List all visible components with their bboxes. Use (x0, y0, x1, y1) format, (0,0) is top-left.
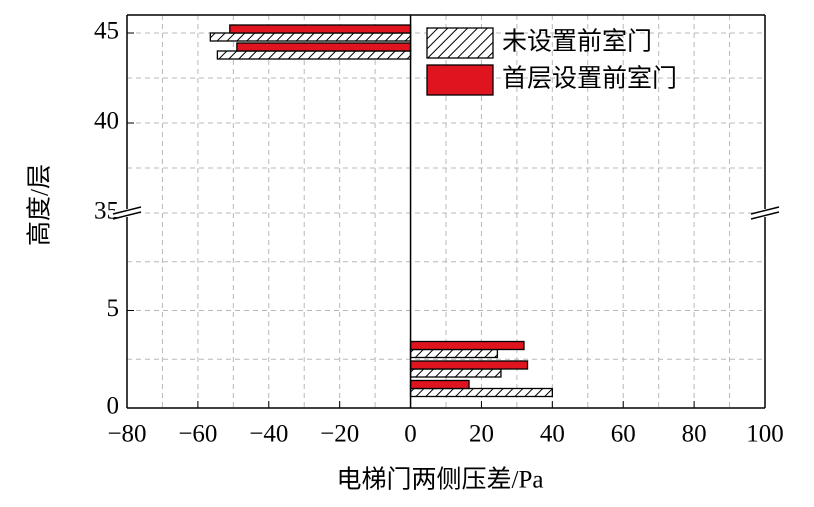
x-tick-label: 40 (540, 421, 565, 448)
legend-label: 首层设置前室门 (502, 65, 677, 93)
y-axis-label: 高度/层 (26, 164, 54, 246)
bar (409, 387, 553, 398)
bar (229, 24, 412, 34)
legend-swatch (426, 64, 494, 96)
x-tick-label: 60 (611, 421, 636, 448)
y-tick-label: 0 (107, 393, 120, 420)
axis-break (750, 206, 780, 215)
x-tick-label: −60 (178, 421, 217, 448)
axis-break (753, 209, 777, 217)
legend-label: 未设置前室门 (502, 28, 652, 56)
legend-swatch (426, 27, 494, 59)
bar (409, 348, 499, 359)
axis-break (112, 206, 142, 215)
bar (409, 340, 525, 351)
x-tick-label: 0 (404, 421, 417, 448)
bar (209, 32, 412, 42)
x-axis-label: 电梯门两侧压差/Pa (337, 466, 544, 494)
axis-break (750, 211, 780, 220)
y-tick-label: 40 (94, 108, 119, 135)
bar (409, 368, 502, 378)
x-tick-label: −40 (249, 421, 288, 448)
x-tick-label: 100 (746, 421, 784, 448)
bar (409, 360, 529, 370)
axis-break (115, 209, 139, 217)
y-tick-label: 35 (94, 198, 119, 225)
x-tick-label: −20 (320, 421, 359, 448)
x-tick-label: −80 (107, 421, 146, 448)
x-tick-label: 20 (469, 421, 494, 448)
bar (216, 50, 412, 60)
y-tick-label: 5 (107, 295, 120, 322)
bar (409, 379, 470, 390)
x-tick-label: 80 (682, 421, 707, 448)
y-tick-label: 45 (94, 18, 119, 45)
bar (236, 42, 412, 52)
axis-break (112, 211, 142, 220)
